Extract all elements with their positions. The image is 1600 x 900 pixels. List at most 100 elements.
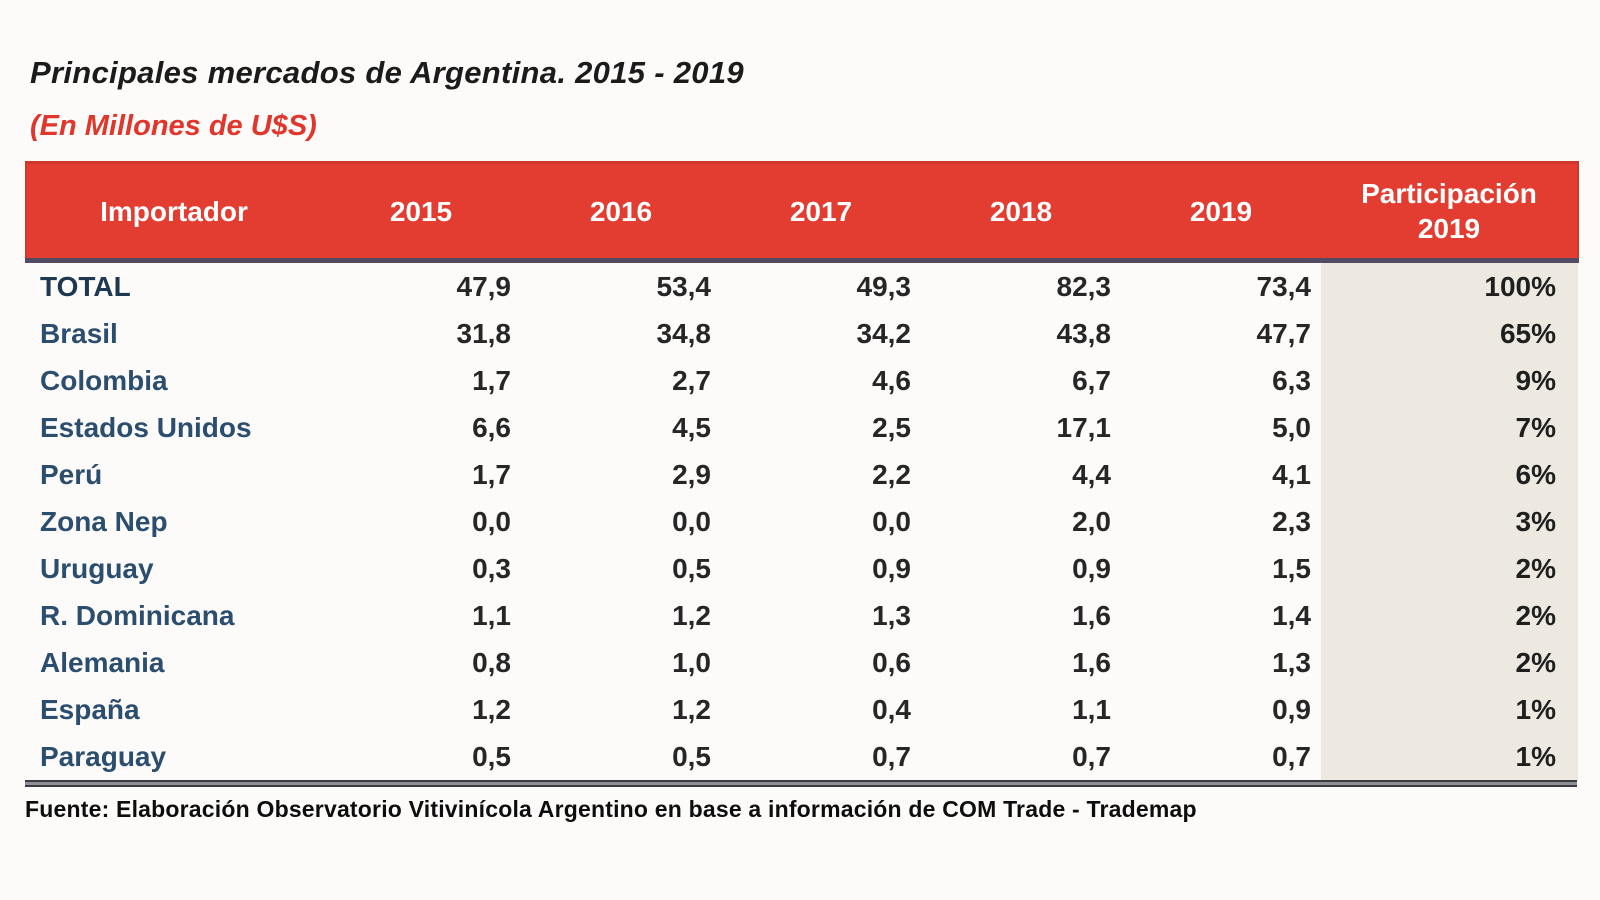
table-row-zona-nep: Zona Nep 0,0 0,0 0,0 2,0 2,3 3% — [26, 498, 1578, 545]
value-cell-2017: 2,2 — [872, 458, 911, 490]
table-body: TOTAL 47,9 53,4 49,3 82,3 73,4 100% Brasil 31,8 3… — [26, 259, 1578, 780]
value-cell-2018: 1,1 — [1072, 693, 1111, 725]
participation-cell: 6% — [1321, 451, 1578, 498]
row-label: Paraguay — [40, 740, 167, 772]
table-row-paraguay: Paraguay 0,5 0,5 0,7 0,7 0,7 1% — [26, 733, 1578, 780]
value-cell-2017: 0,9 — [872, 552, 911, 584]
participation-cell: 100% — [1321, 259, 1578, 310]
row-label: Alemania — [40, 646, 165, 678]
value-cell-2016: 2,7 — [672, 364, 711, 396]
row-label: R. Dominicana — [40, 599, 235, 631]
value-cell-2018: 4,4 — [1072, 458, 1111, 490]
value-cell-2015: 1,7 — [472, 458, 511, 490]
value-cell-2017: 1,3 — [872, 599, 911, 631]
value-cell-2017: 0,0 — [872, 505, 911, 537]
column-header-2015: 2015 — [321, 161, 521, 263]
page-title: Principales mercados de Argentina. 2015 … — [30, 55, 744, 90]
row-label: Brasil — [40, 317, 118, 349]
column-header-2019: 2019 — [1121, 161, 1321, 263]
row-label: TOTAL — [26, 259, 321, 310]
value-cell-2015: 1,7 — [472, 364, 511, 396]
value-cell-2016: 34,8 — [656, 317, 712, 349]
participation-cell: 1% — [1321, 733, 1578, 780]
column-header-2017: 2017 — [721, 161, 921, 263]
table-row-per: Perú 1,7 2,9 2,2 4,4 4,1 6% — [26, 451, 1578, 498]
value-cell-2016: 53,4 — [521, 259, 721, 310]
value-cell-2015: 31,8 — [456, 317, 512, 349]
page-subtitle: (En Millones de U$S) — [30, 110, 317, 142]
value-cell-2019: 73,4 — [1121, 259, 1321, 310]
value-cell-2018: 2,0 — [1072, 505, 1111, 537]
participation-cell: 1% — [1321, 686, 1578, 733]
column-header-importador: Importador — [25, 161, 321, 263]
value-cell-2018: 1,6 — [1072, 646, 1111, 678]
participation-cell: 7% — [1321, 404, 1578, 451]
value-cell-2017: 49,3 — [721, 259, 921, 310]
value-cell-2018: 0,7 — [1072, 740, 1111, 772]
row-label: Estados Unidos — [40, 411, 252, 443]
value-cell-2016: 0,5 — [672, 740, 711, 772]
value-cell-2015: 0,8 — [472, 646, 511, 678]
value-cell-2018: 43,8 — [1056, 317, 1112, 349]
value-cell-2018: 82,3 — [921, 259, 1121, 310]
table-row-uruguay: Uruguay 0,3 0,5 0,9 0,9 1,5 2% — [26, 545, 1578, 592]
value-cell-2016: 1,2 — [672, 599, 711, 631]
column-header-2018: 2018 — [921, 161, 1121, 263]
value-cell-2015: 6,6 — [472, 411, 511, 443]
value-cell-2017: 0,6 — [872, 646, 911, 678]
value-cell-2019: 1,5 — [1272, 552, 1311, 584]
value-cell-2019: 2,3 — [1272, 505, 1311, 537]
table-row-estados-unidos: Estados Unidos 6,6 4,5 2,5 17,1 5,0 7% — [26, 404, 1578, 451]
table-head: Importador 2015 2016 2017 2018 2019 Participac… — [25, 161, 1579, 263]
table-row-espa-a: España 1,2 1,2 0,4 1,1 0,9 1% — [26, 686, 1578, 733]
value-cell-2019: 5,0 — [1272, 411, 1311, 443]
value-cell-2019: 0,9 — [1272, 693, 1311, 725]
value-cell-2018: 6,7 — [1072, 364, 1111, 396]
value-cell-2015: 1,1 — [472, 599, 511, 631]
table-row-r-dominicana: R. Dominicana 1,1 1,2 1,3 1,6 1,4 2% — [26, 592, 1578, 639]
participation-cell: 2% — [1321, 592, 1578, 639]
row-label: España — [40, 693, 140, 725]
value-cell-2019: 4,1 — [1272, 458, 1311, 490]
table-header-row: Importador 2015 2016 2017 2018 2019 Participac… — [25, 161, 1579, 263]
value-cell-2017: 4,6 — [872, 364, 911, 396]
value-cell-2018: 0,9 — [1072, 552, 1111, 584]
value-cell-2016: 0,5 — [672, 552, 711, 584]
value-cell-2015: 0,3 — [472, 552, 511, 584]
table-row-total: TOTAL 47,9 53,4 49,3 82,3 73,4 100% — [26, 259, 1578, 310]
row-label: Perú — [40, 458, 103, 490]
value-cell-2019: 6,3 — [1272, 364, 1311, 396]
participation-cell: 65% — [1321, 310, 1578, 357]
value-cell-2015: 1,2 — [472, 693, 511, 725]
row-label: Uruguay — [40, 552, 154, 584]
value-cell-2016: 0,0 — [672, 505, 711, 537]
value-cell-2015: 0,0 — [472, 505, 511, 537]
value-cell-2017: 34,2 — [856, 317, 912, 349]
value-cell-2016: 1,0 — [672, 646, 711, 678]
value-cell-2016: 4,5 — [672, 411, 711, 443]
row-label: Zona Nep — [40, 505, 168, 537]
participation-cell: 3% — [1321, 498, 1578, 545]
value-cell-2015: 47,9 — [321, 259, 521, 310]
value-cell-2019: 0,7 — [1272, 740, 1311, 772]
value-cell-2017: 2,5 — [872, 411, 911, 443]
participation-cell: 2% — [1321, 545, 1578, 592]
table-wrapper: Importador 2015 2016 2017 2018 2019 Participac… — [25, 161, 1579, 823]
row-label: Colombia — [40, 364, 168, 396]
value-cell-2018: 17,1 — [1056, 411, 1112, 443]
participation-cell: 9% — [1321, 357, 1578, 404]
table-row-alemania: Alemania 0,8 1,0 0,6 1,6 1,3 2% — [26, 639, 1578, 686]
column-header-2016: 2016 — [521, 161, 721, 263]
value-cell-2018: 1,6 — [1072, 599, 1111, 631]
table-row-colombia: Colombia 1,7 2,7 4,6 6,7 6,3 9% — [26, 357, 1578, 404]
participation-cell: 2% — [1321, 639, 1578, 686]
value-cell-2015: 0,5 — [472, 740, 511, 772]
table-row-brasil: Brasil 31,8 34,8 34,2 43,8 47,7 65% — [26, 310, 1578, 357]
bottom-rule — [25, 780, 1577, 787]
markets-table: Importador 2015 2016 2017 2018 2019 Participac… — [25, 161, 1579, 780]
value-cell-2016: 1,2 — [672, 693, 711, 725]
value-cell-2019: 47,7 — [1256, 317, 1312, 349]
value-cell-2016: 2,9 — [672, 458, 711, 490]
value-cell-2017: 0,7 — [872, 740, 911, 772]
